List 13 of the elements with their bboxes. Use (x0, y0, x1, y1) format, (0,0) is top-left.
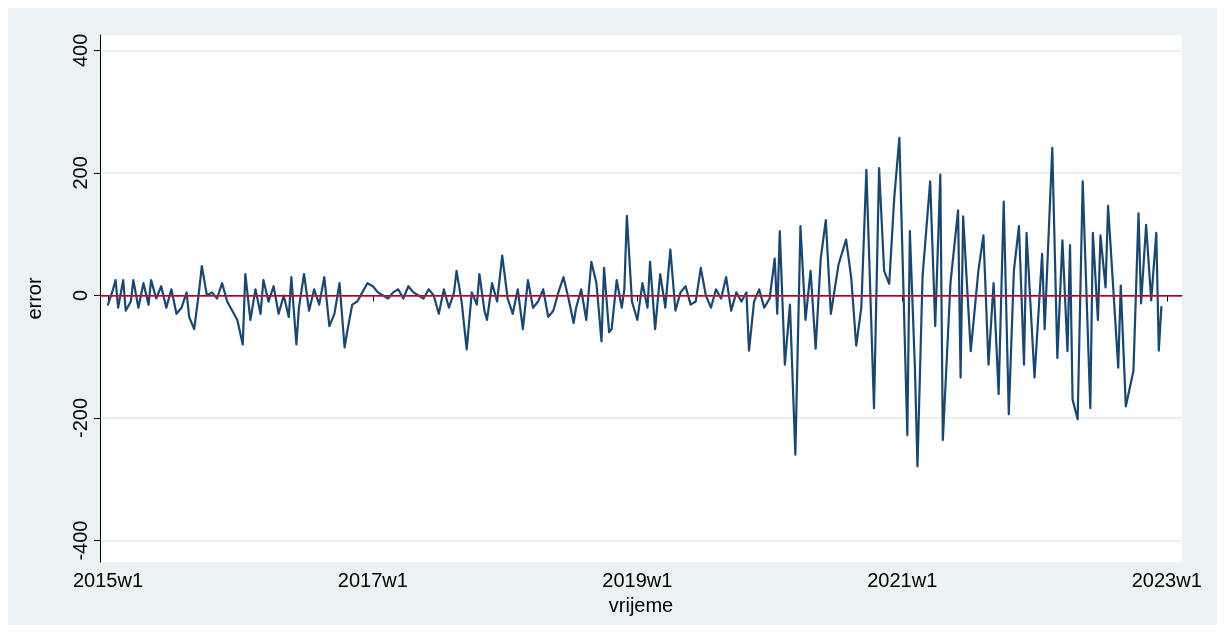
x-tick-label: 2019w1 (602, 569, 673, 591)
y-tick-label: 200 (69, 156, 91, 190)
y-tick-label: 400 (69, 33, 91, 68)
y-tick-label: 0 (69, 289, 91, 301)
y-tick-label: -200 (69, 397, 91, 439)
x-tick-label: 2023w1 (1131, 569, 1202, 591)
line-series (106, 136, 1163, 468)
x-tick-label: 2017w1 (337, 569, 408, 591)
y-tick-label: -400 (69, 520, 91, 561)
y-axis-title: error (23, 277, 45, 320)
x-tick-label: 2021w1 (867, 569, 938, 591)
x-tick-label: 2015w1 (72, 569, 143, 591)
x-axis-title: vrijeme (608, 593, 674, 616)
